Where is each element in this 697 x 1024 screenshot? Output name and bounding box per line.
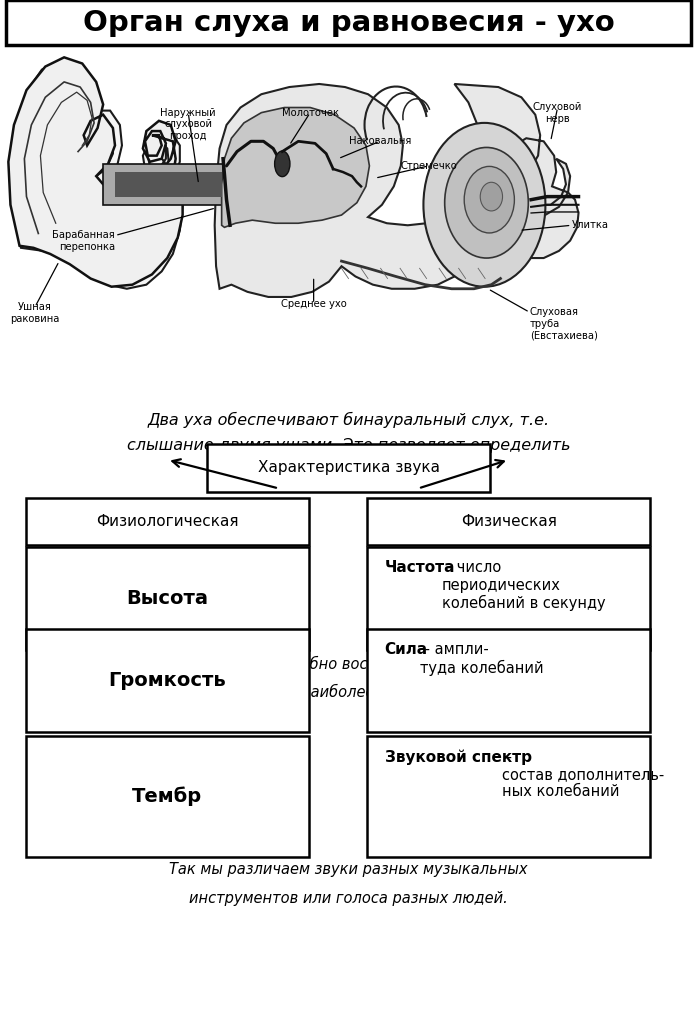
Text: Два уха обеспечивают бинауральный слух, т.е.: Два уха обеспечивают бинауральный слух, … [148, 412, 549, 428]
Text: инструментов или голоса разных людей.: инструментов или голоса разных людей. [189, 891, 508, 906]
Polygon shape [222, 108, 369, 227]
Text: направление звука.: направление звука. [265, 465, 432, 480]
Text: Молоточек: Молоточек [282, 108, 339, 118]
Text: - ампли-
туда колебаний: - ампли- туда колебаний [420, 642, 543, 676]
FancyBboxPatch shape [367, 629, 650, 732]
FancyBboxPatch shape [26, 498, 309, 545]
Text: Сила: Сила [385, 642, 428, 657]
Ellipse shape [464, 166, 514, 233]
Text: Наковальня: Наковальня [348, 136, 411, 146]
Text: Тембр: Тембр [132, 786, 202, 807]
Text: Громкость: Громкость [109, 671, 226, 690]
FancyBboxPatch shape [207, 444, 490, 492]
Text: слышание двумя ушами. Это позволяет определить: слышание двумя ушами. Это позволяет опре… [127, 438, 570, 454]
Ellipse shape [480, 182, 503, 211]
Polygon shape [215, 84, 579, 297]
Ellipse shape [275, 152, 290, 176]
Text: Слуховая
труба
(Евстахиева): Слуховая труба (Евстахиева) [530, 307, 597, 340]
Text: Слуховой
нерв: Слуховой нерв [533, 102, 582, 124]
Polygon shape [103, 164, 223, 205]
Text: Стремечко: Стремечко [400, 161, 457, 171]
Text: Звуковой спектр: Звуковой спектр [385, 750, 532, 765]
Text: - число
периодических
колебаний в секунду: - число периодических колебаний в секунд… [442, 560, 606, 611]
Text: Среднее ухо: Среднее ухо [281, 299, 346, 309]
Text: Ушная
раковина: Ушная раковина [10, 302, 59, 324]
Polygon shape [10, 59, 183, 289]
FancyBboxPatch shape [6, 0, 691, 45]
Text: от 20 до 20 000 Гц (наиболее хорошо 2000-4000 Гц): от 20 до 20 000 Гц (наиболее хорошо 2000… [148, 684, 549, 700]
Text: Высота: Высота [126, 589, 208, 608]
Polygon shape [115, 172, 222, 197]
Ellipse shape [423, 123, 545, 287]
FancyBboxPatch shape [367, 498, 650, 545]
FancyBboxPatch shape [26, 629, 309, 732]
Text: Физическая: Физическая [461, 514, 557, 528]
FancyBboxPatch shape [367, 736, 650, 857]
Text: Наружный
слуховой
проход: Наружный слуховой проход [160, 108, 216, 140]
Text: Улитка: Улитка [572, 220, 608, 230]
Text: Частота: Частота [385, 560, 455, 575]
Text: Характеристика звука: Характеристика звука [257, 461, 440, 475]
Text: Физиологическая: Физиологическая [96, 514, 238, 528]
FancyBboxPatch shape [26, 547, 309, 650]
Polygon shape [8, 57, 183, 287]
Text: -
состав дополнитель-
ных колебаний: - состав дополнитель- ных колебаний [502, 750, 664, 800]
Ellipse shape [445, 147, 528, 258]
Text: Орган слуха и равновесия - ухо: Орган слуха и равновесия - ухо [83, 8, 614, 37]
FancyBboxPatch shape [367, 547, 650, 650]
Text: Так мы различаем звуки разных музыкальных: Так мы различаем звуки разных музыкальны… [169, 862, 528, 878]
Text: Барабанная
перепонка: Барабанная перепонка [52, 230, 115, 252]
Text: Человеческое ухо способно воспринимать звуки частотой: Человеческое ухо способно воспринимать з… [123, 655, 574, 672]
FancyBboxPatch shape [26, 736, 309, 857]
